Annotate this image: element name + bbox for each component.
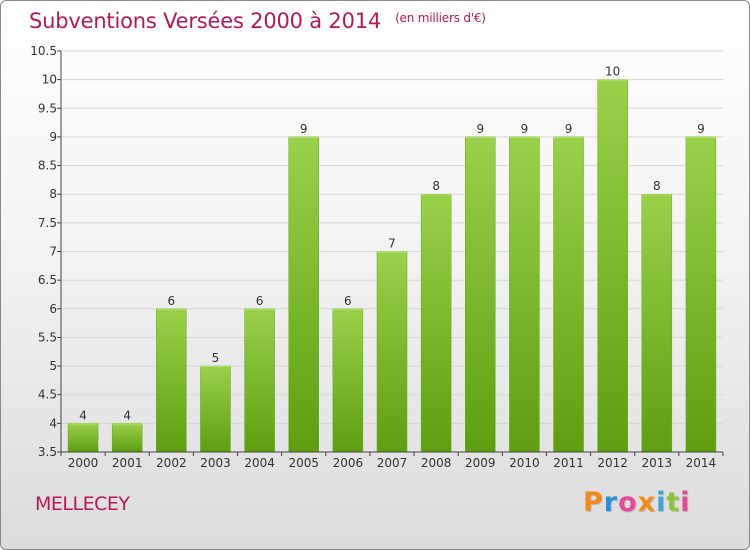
chart-subtitle: (en milliers d'€) xyxy=(395,11,486,25)
y-tick-label: 4 xyxy=(49,416,57,430)
value-label: 9 xyxy=(565,122,573,136)
x-tick-label: 2003 xyxy=(200,456,231,470)
x-tick-label: 2002 xyxy=(156,456,187,470)
chart-title-text: Subventions Versées 2000 à 2014 xyxy=(29,9,382,33)
logo-letter: t xyxy=(666,487,681,518)
proxiti-logo: Proxiti xyxy=(583,487,691,518)
value-label: 4 xyxy=(79,408,87,422)
chart-title: Subventions Versées 2000 à 2014 (en milli… xyxy=(29,9,486,33)
bar xyxy=(420,193,452,453)
bar xyxy=(67,423,99,453)
value-label: 6 xyxy=(256,294,264,308)
y-tick-label: 9.5 xyxy=(38,101,57,115)
value-label: 4 xyxy=(123,408,131,422)
y-tick-label: 8.5 xyxy=(38,159,57,173)
y-tick-label: 7.5 xyxy=(38,216,57,230)
x-tick-label: 2009 xyxy=(465,456,496,470)
y-tick-label: 5 xyxy=(49,359,57,373)
bar xyxy=(597,79,628,453)
x-tick-label: 2005 xyxy=(288,456,319,470)
value-label: 6 xyxy=(168,294,176,308)
value-label: 9 xyxy=(521,122,529,136)
x-tick-label: 2013 xyxy=(642,456,673,470)
bar xyxy=(553,136,584,453)
value-label: 7 xyxy=(388,237,396,251)
y-tick-label: 3.5 xyxy=(38,445,57,459)
x-tick-label: 2000 xyxy=(68,456,99,470)
x-tick-label: 2004 xyxy=(244,456,275,470)
x-tick-label: 2001 xyxy=(112,456,143,470)
y-tick-label: 6 xyxy=(49,302,57,316)
y-tick-label: 10 xyxy=(42,73,57,87)
value-label: 9 xyxy=(697,122,705,136)
logo-letter: x xyxy=(637,487,657,518)
logo-letter: i xyxy=(680,487,691,518)
bar xyxy=(200,365,231,453)
bar xyxy=(244,308,275,453)
x-tick-label: 2011 xyxy=(553,456,584,470)
y-tick-label: 7 xyxy=(49,245,57,259)
logo-letter: r xyxy=(603,487,619,518)
y-tick-label: 5.5 xyxy=(38,330,57,344)
value-labels: 4 4 6 5 6 9 6 7 8 9 9 9 10 8 9 xyxy=(79,65,705,423)
value-label: 5 xyxy=(212,351,220,365)
bars xyxy=(67,79,717,453)
x-tick-label: 2012 xyxy=(597,456,628,470)
x-tick-label: 2014 xyxy=(686,456,717,470)
x-axis-ticks: 2000 2001 2002 2003 2004 2005 2006 2007 2008 2009… xyxy=(60,452,724,470)
value-label: 9 xyxy=(476,122,484,136)
y-tick-label: 6.5 xyxy=(38,273,57,287)
value-label: 9 xyxy=(300,122,308,136)
bar xyxy=(509,136,540,453)
bar xyxy=(465,136,496,453)
logo-letter: o xyxy=(618,487,638,518)
logo-letter: i xyxy=(656,487,667,518)
y-tick-label: 8 xyxy=(49,187,57,201)
commune-name: MELLECEY xyxy=(35,493,130,515)
value-label: 10 xyxy=(605,65,620,79)
bar xyxy=(685,136,717,453)
bar xyxy=(332,308,364,453)
bar xyxy=(376,251,408,453)
y-tick-label: 9 xyxy=(49,130,57,144)
value-label: 6 xyxy=(344,294,352,308)
value-label: 8 xyxy=(432,179,440,193)
x-tick-label: 2007 xyxy=(377,456,408,470)
y-axis-ticks: 3.5 4 4.5 5 5.5 6 6.5 7 7.5 8 8.5 9 9.5 10 10.5 xyxy=(30,44,61,459)
bar xyxy=(111,423,143,453)
bar xyxy=(156,308,187,453)
x-tick-label: 2006 xyxy=(333,456,364,470)
logo-letter: P xyxy=(583,487,604,518)
value-label: 8 xyxy=(653,179,661,193)
y-tick-label: 10.5 xyxy=(30,44,57,58)
bar xyxy=(641,193,673,453)
bar xyxy=(288,136,319,453)
y-tick-label: 4.5 xyxy=(38,388,57,402)
x-tick-label: 2008 xyxy=(421,456,452,470)
x-tick-label: 2010 xyxy=(509,456,540,470)
